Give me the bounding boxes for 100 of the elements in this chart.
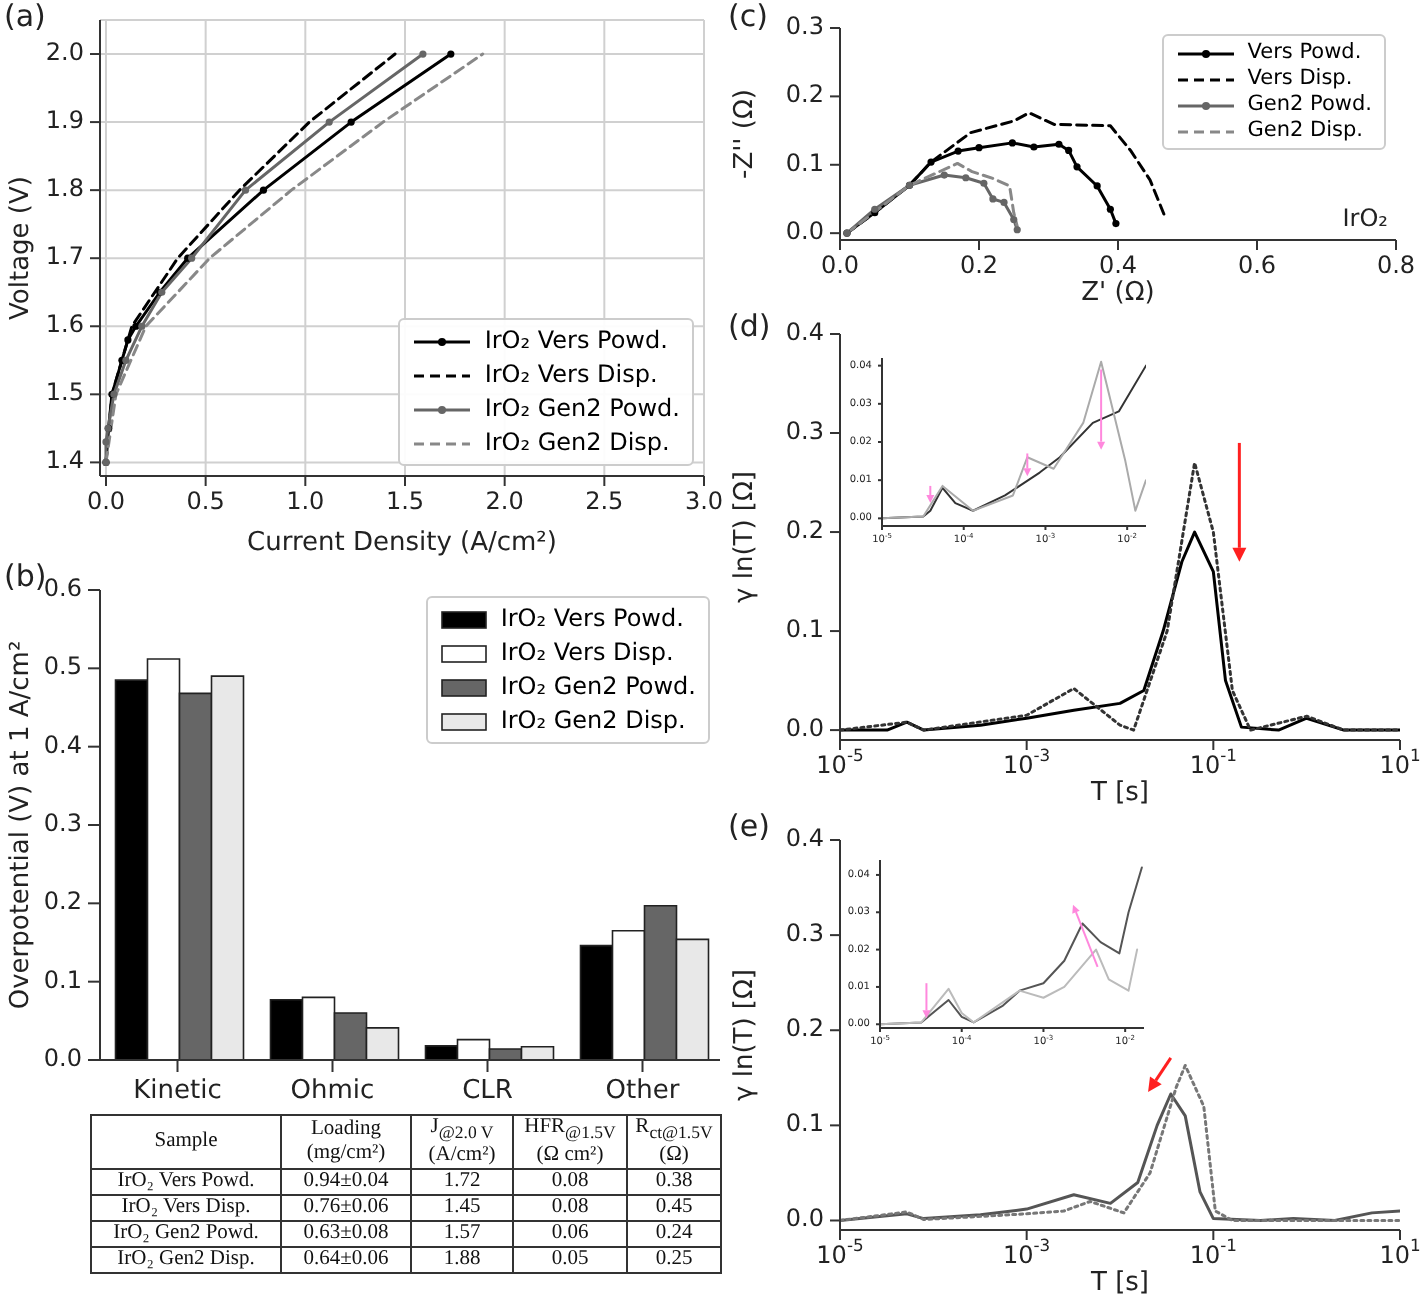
point	[347, 118, 355, 126]
text: 1.88	[443, 1248, 481, 1271]
x-tick-label: 0.2	[959, 251, 999, 280]
y-axis-title: -Z'' (Ω)	[729, 89, 760, 179]
text: 0.94±0.04	[303, 1170, 389, 1193]
text: 0.08	[551, 1196, 589, 1219]
legend-label: Vers Powd.	[1247, 40, 1362, 66]
x-tick-label: 1.0	[286, 487, 325, 516]
y-tick-label: 1.4	[45, 446, 84, 475]
x-tick-label: 10$^{-3}$	[1003, 1235, 1051, 1270]
y-tick-label: 0.3	[785, 417, 824, 446]
category-label: IrO₂ Vers Powd.	[117, 1170, 255, 1193]
y-tick-label: 0.3	[785, 12, 824, 41]
y-tick-label: 1.7	[45, 242, 84, 271]
x-tick-label: 0.0	[86, 487, 126, 516]
x-axis-title: T [s]	[1089, 777, 1149, 808]
text: 0.24	[655, 1222, 693, 1245]
x-tick-label: Ohmic	[290, 1075, 375, 1106]
point	[1093, 182, 1101, 190]
point	[259, 186, 268, 194]
point	[940, 171, 948, 179]
x-tick-label: 10$^{-1}$	[1189, 745, 1237, 780]
legend-label: IrO₂ Vers Powd.	[500, 602, 684, 636]
x-tick-label: 2.0	[485, 487, 524, 516]
x-tick-label: 0.6	[1237, 251, 1277, 280]
point	[1013, 226, 1021, 234]
x-tick-label: Other	[605, 1075, 681, 1106]
text: 0.63±0.08	[303, 1222, 389, 1245]
point	[132, 322, 140, 330]
x-tick-label: 10$^{1}$	[1379, 1235, 1421, 1270]
category-label: IrO₂ Vers Disp.	[121, 1196, 251, 1219]
legend-label: IrO₂ Gen2 Powd.	[500, 670, 696, 704]
x-tick-label: CLR	[462, 1075, 513, 1106]
point	[1010, 215, 1018, 224]
point	[1008, 139, 1016, 147]
text: 0.76±0.06	[303, 1196, 389, 1219]
x-tick-label: 0.5	[186, 487, 225, 516]
point	[1106, 205, 1114, 213]
point	[1065, 146, 1073, 155]
y-axis-title: Overpotential (V) at 1 A/cm²	[5, 640, 36, 1010]
point	[1055, 140, 1063, 148]
y-axis-title: Voltage (V)	[5, 176, 36, 320]
x-tick-label: Kinetic	[133, 1075, 222, 1106]
chart-title: (e)	[728, 808, 770, 845]
legend-label: Gen2 Disp.	[1247, 118, 1363, 144]
x-tick-label: 10$^{1}$	[1379, 745, 1421, 780]
y-tick-label: 0.2	[43, 887, 82, 916]
legend-label: IrO₂ Vers Disp.	[484, 358, 658, 392]
point	[975, 144, 983, 152]
category-label: Loading (mg/cm²)	[281, 1115, 411, 1170]
category-label: R$_{ct@1.5V}$ (Ω)	[627, 1115, 721, 1170]
chart-title: (b)	[4, 558, 47, 595]
text: 1.45	[443, 1196, 481, 1219]
x-axis-title: T [s]	[1089, 1267, 1149, 1298]
x-tick-label: 3.0	[684, 487, 724, 516]
x-tick-label: 10$^{-3}$	[1003, 745, 1051, 780]
line-series	[845, 161, 1019, 235]
x-tick-label: 10$^{-5}$	[816, 1235, 864, 1270]
text: 1.57	[443, 1222, 481, 1245]
point	[419, 50, 427, 58]
y-axis-title: γ ln(T) [Ω]	[729, 471, 760, 603]
point	[138, 322, 146, 330]
y-tick-label: 0.4	[785, 318, 824, 347]
legend-label: Gen2 Powd.	[1247, 92, 1372, 118]
category-label: Sample	[91, 1115, 281, 1170]
text: 0.64±0.06	[303, 1248, 389, 1271]
point	[1073, 163, 1081, 171]
text: 0.06	[551, 1222, 589, 1245]
legend-label: IrO₂ Vers Powd.	[484, 324, 668, 358]
legend-label: Vers Disp.	[1247, 66, 1353, 92]
y-tick-label: 0.1	[43, 966, 82, 995]
y-tick-label: 1.6	[45, 310, 84, 339]
y-tick-label: 0.0	[785, 714, 824, 743]
category-label: HFR$_{@1.5V}$ (Ω cm²)	[513, 1115, 627, 1170]
y-tick-label: 0.3	[785, 919, 824, 948]
legend-label: IrO₂ Gen2 Powd.	[484, 392, 680, 426]
y-tick-label: 0.4	[785, 824, 824, 853]
point	[1112, 219, 1120, 228]
chart-title: (d)	[728, 308, 771, 345]
point	[325, 118, 333, 126]
category-label: J$_{@2.0 V}$ (A/cm²)	[411, 1115, 513, 1170]
x-tick-label: 10$^{-5}$	[816, 745, 864, 780]
y-tick-label: 1.5	[45, 378, 84, 407]
point	[927, 158, 935, 166]
y-tick-label: 0.3	[43, 809, 82, 838]
point	[102, 438, 110, 446]
y-tick-label: 1.9	[45, 106, 84, 135]
text: 1.72	[443, 1170, 481, 1193]
annotation: IrO₂	[1342, 204, 1389, 233]
y-tick-label: 0.0	[785, 217, 824, 246]
text: 0.08	[551, 1170, 589, 1193]
y-tick-label: 1.8	[45, 174, 84, 203]
y-tick-label: 0.5	[43, 652, 82, 681]
point	[989, 195, 997, 203]
x-tick-label: 10$^{-1}$	[1189, 1235, 1237, 1270]
x-tick-label: 0.4	[1098, 251, 1138, 280]
point	[962, 174, 970, 182]
text: 0.38	[655, 1170, 693, 1193]
y-axis-title: γ ln(T) [Ω]	[729, 969, 760, 1101]
y-tick-label: 0.1	[785, 615, 824, 644]
